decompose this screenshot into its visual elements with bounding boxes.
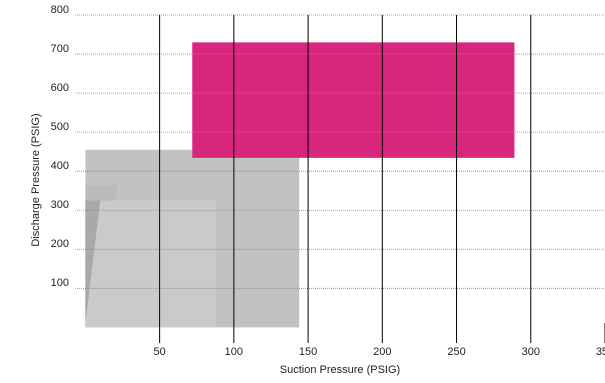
envelope	[85, 200, 101, 324]
x-tick-label: 250	[447, 346, 465, 358]
y-axis-label: Discharge Pressure (PSIG)	[30, 113, 42, 246]
y-tick-label: 600	[51, 82, 69, 94]
y-tick-label: 700	[51, 43, 69, 55]
y-tick-label: 300	[51, 199, 69, 211]
x-tick-label: 350	[596, 346, 605, 358]
y-tick-label: 200	[51, 238, 69, 250]
y-tick-label: 400	[51, 160, 69, 172]
envelope	[85, 200, 217, 328]
x-tick-label: 50	[153, 346, 165, 358]
envelopes	[85, 42, 515, 328]
envelope	[192, 42, 515, 158]
x-axis-label: Suction Pressure (PSIG)	[280, 364, 400, 376]
y-tick-label: 100	[51, 277, 69, 289]
x-tick-label: 150	[299, 346, 317, 358]
y-tick-label: 500	[51, 121, 69, 133]
x-tick-label: 100	[225, 346, 243, 358]
y-tick-label: 800	[51, 4, 69, 16]
x-tick-label: 200	[373, 346, 391, 358]
x-tick-label: 300	[522, 346, 540, 358]
